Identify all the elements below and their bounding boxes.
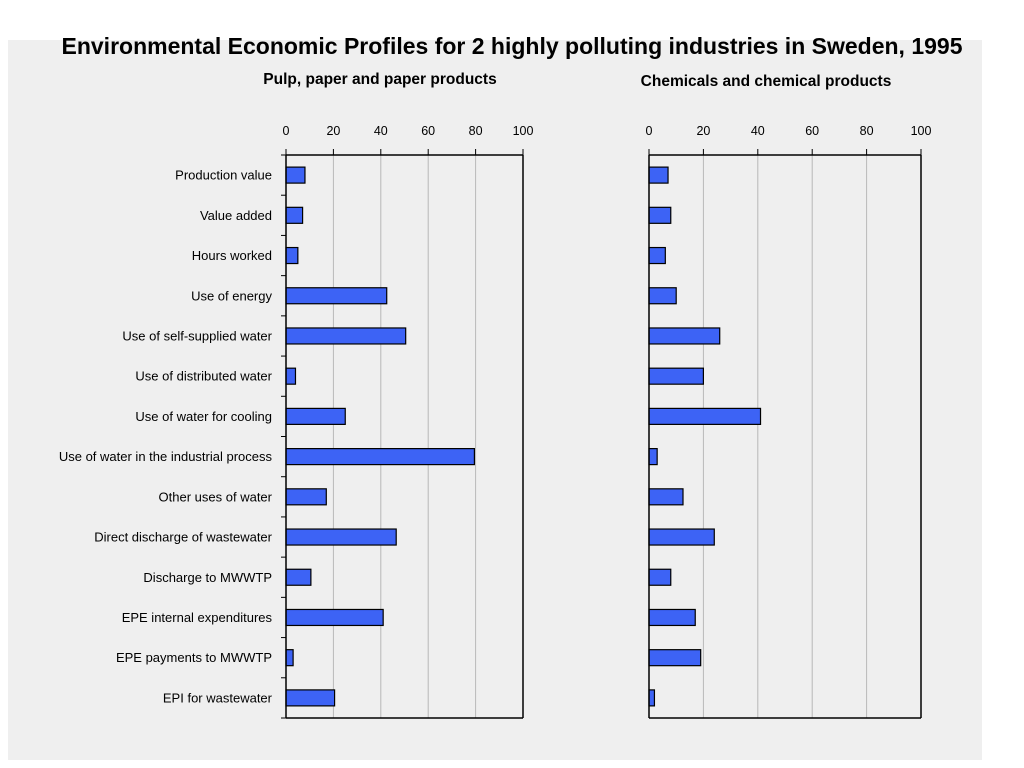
bar	[648, 448, 658, 466]
x-tick-label: 40	[751, 124, 765, 138]
category-label: Discharge to MWWTP	[143, 570, 272, 585]
bar	[285, 327, 407, 345]
panel-title: Chemicals and chemical products	[641, 73, 892, 90]
bar	[648, 287, 677, 305]
chart-background	[8, 40, 982, 760]
bar	[648, 568, 672, 586]
bar	[648, 246, 666, 265]
x-tick-label: 20	[326, 124, 340, 138]
category-label: Use of water for cooling	[135, 409, 272, 424]
bar	[648, 649, 702, 667]
bar	[285, 649, 294, 667]
bar	[285, 206, 304, 224]
category-label: EPI for wastewater	[163, 690, 273, 705]
bar	[285, 287, 388, 305]
bar	[285, 568, 312, 586]
category-label: Production value	[175, 168, 272, 183]
bar	[285, 488, 327, 506]
bar	[648, 407, 762, 425]
bar	[648, 689, 656, 707]
x-tick-label: 80	[469, 124, 483, 138]
chart-title: Environmental Economic Profiles for 2 hi…	[61, 33, 963, 59]
bar	[648, 608, 696, 627]
bar	[648, 528, 715, 546]
bar	[285, 608, 384, 627]
x-tick-label: 40	[374, 124, 388, 138]
category-label: Other uses of water	[159, 489, 273, 504]
x-tick-label: 0	[283, 124, 290, 138]
x-tick-label: 100	[911, 124, 932, 138]
category-label: Hours worked	[192, 248, 272, 263]
bar	[285, 166, 306, 184]
x-tick-label: 60	[805, 124, 819, 138]
x-tick-label: 100	[513, 124, 534, 138]
category-label: EPE payments to MWWTP	[116, 650, 272, 665]
x-tick-label: 80	[860, 124, 874, 138]
x-tick-label: 20	[696, 124, 710, 138]
category-label: Use of distributed water	[135, 369, 272, 384]
bar	[648, 206, 672, 224]
bar	[648, 166, 669, 184]
x-tick-label: 0	[646, 124, 653, 138]
category-label: Use of energy	[191, 288, 272, 303]
bar	[648, 367, 705, 385]
panel-title: Pulp, paper and paper products	[263, 71, 496, 88]
category-label: Use of self-supplied water	[122, 328, 272, 343]
category-label: Direct discharge of wastewater	[94, 530, 272, 545]
bar	[285, 528, 397, 546]
bar	[285, 407, 346, 425]
bar	[648, 488, 684, 506]
x-tick-label: 60	[421, 124, 435, 138]
bar	[285, 367, 297, 385]
category-label: EPE internal expenditures	[122, 610, 273, 625]
bar	[285, 246, 299, 265]
bar	[285, 448, 476, 466]
bar	[648, 327, 721, 345]
bar	[285, 689, 336, 707]
category-label: Value added	[200, 208, 272, 223]
category-label: Use of water in the industrial process	[59, 449, 273, 464]
